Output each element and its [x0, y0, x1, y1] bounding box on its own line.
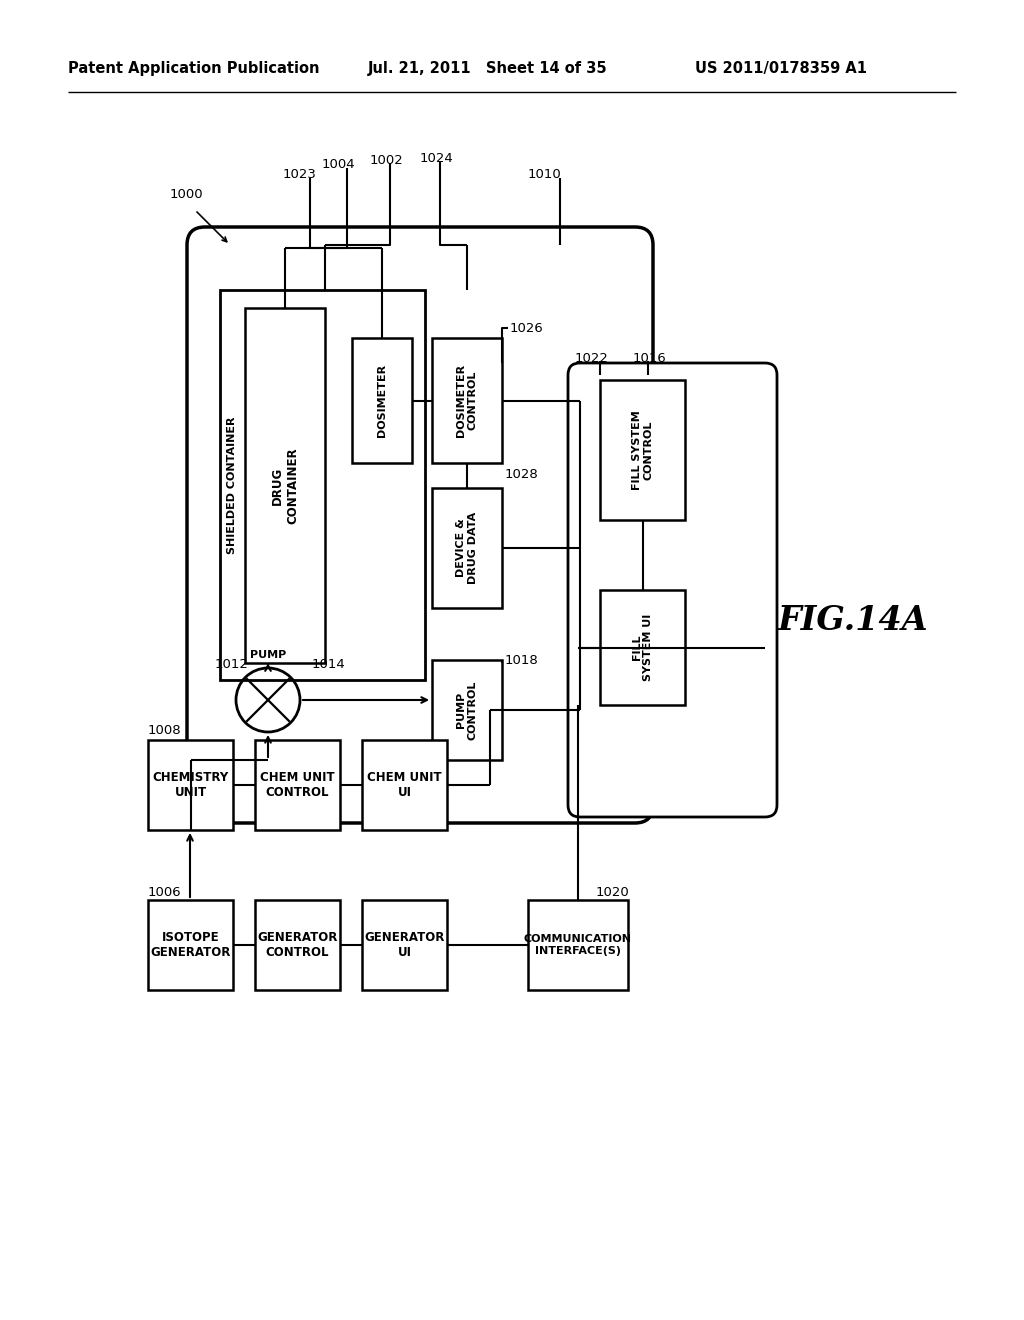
Text: 1008: 1008: [148, 723, 181, 737]
Text: 1004: 1004: [322, 158, 355, 172]
Text: Patent Application Publication: Patent Application Publication: [68, 61, 319, 75]
Text: DRUG
CONTAINER: DRUG CONTAINER: [271, 447, 299, 524]
FancyBboxPatch shape: [362, 741, 447, 830]
Text: US 2011/0178359 A1: US 2011/0178359 A1: [695, 61, 867, 75]
Text: 1022: 1022: [575, 351, 609, 364]
Text: DOSIMETER
CONTROL: DOSIMETER CONTROL: [457, 364, 478, 437]
FancyBboxPatch shape: [148, 741, 233, 830]
Text: 1000: 1000: [170, 189, 204, 202]
FancyBboxPatch shape: [432, 338, 502, 463]
Text: CHEMISTRY
UNIT: CHEMISTRY UNIT: [153, 771, 228, 799]
Text: GENERATOR
UI: GENERATOR UI: [365, 931, 444, 960]
Text: PUMP: PUMP: [250, 649, 286, 660]
Text: FILL
SYSTEM UI: FILL SYSTEM UI: [632, 614, 653, 681]
Text: 1010: 1010: [528, 169, 562, 181]
Text: ISOTOPE
GENERATOR: ISOTOPE GENERATOR: [151, 931, 230, 960]
FancyBboxPatch shape: [600, 380, 685, 520]
Text: FILL SYSTEM
CONTROL: FILL SYSTEM CONTROL: [632, 411, 653, 490]
Text: 1026: 1026: [510, 322, 544, 334]
FancyBboxPatch shape: [220, 290, 425, 680]
Text: COMMUNICATION
INTERFACE(S): COMMUNICATION INTERFACE(S): [524, 935, 632, 956]
Text: 1002: 1002: [370, 153, 403, 166]
Text: 1023: 1023: [283, 169, 316, 181]
Text: FIG.14A: FIG.14A: [778, 603, 929, 636]
Text: 1014: 1014: [312, 659, 346, 672]
FancyBboxPatch shape: [362, 900, 447, 990]
Text: 1020: 1020: [596, 887, 630, 899]
Text: GENERATOR
CONTROL: GENERATOR CONTROL: [257, 931, 338, 960]
FancyBboxPatch shape: [148, 900, 233, 990]
Text: CHEM UNIT
CONTROL: CHEM UNIT CONTROL: [260, 771, 335, 799]
Text: 1028: 1028: [505, 469, 539, 482]
Text: CHEM UNIT
UI: CHEM UNIT UI: [368, 771, 441, 799]
Text: DEVICE &
DRUG DATA: DEVICE & DRUG DATA: [457, 512, 478, 585]
Text: 1006: 1006: [148, 887, 181, 899]
Text: 1012: 1012: [215, 659, 249, 672]
Text: 1018: 1018: [505, 653, 539, 667]
FancyBboxPatch shape: [528, 900, 628, 990]
FancyBboxPatch shape: [432, 488, 502, 609]
Text: DOSIMETER: DOSIMETER: [377, 364, 387, 437]
Text: 1016: 1016: [633, 351, 667, 364]
FancyBboxPatch shape: [187, 227, 653, 822]
FancyBboxPatch shape: [352, 338, 412, 463]
FancyBboxPatch shape: [432, 660, 502, 760]
FancyBboxPatch shape: [600, 590, 685, 705]
Text: 1024: 1024: [420, 152, 454, 165]
Text: PUMP
CONTROL: PUMP CONTROL: [457, 680, 478, 739]
FancyBboxPatch shape: [255, 741, 340, 830]
Text: Jul. 21, 2011   Sheet 14 of 35: Jul. 21, 2011 Sheet 14 of 35: [368, 61, 607, 75]
FancyBboxPatch shape: [255, 900, 340, 990]
FancyBboxPatch shape: [245, 308, 325, 663]
FancyBboxPatch shape: [568, 363, 777, 817]
Text: SHIELDED CONTAINER: SHIELDED CONTAINER: [227, 416, 237, 554]
